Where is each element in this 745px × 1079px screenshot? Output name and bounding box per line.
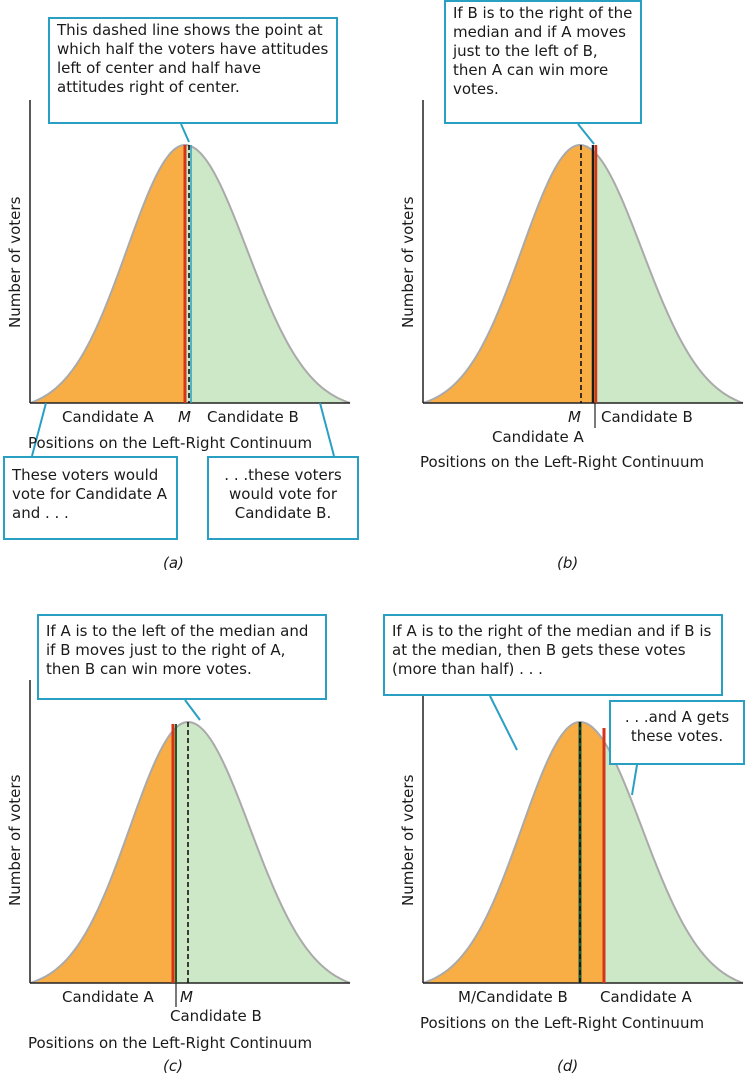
panel-a-callout-median: This dashed line shows the point at whic… — [48, 17, 338, 124]
panel-b-x-axis-label: Positions on the Left-Right Continuum — [420, 453, 705, 471]
panel-d-y-axis-label: Number of voters — [399, 774, 417, 906]
panel-a-x-axis-label: Positions on the Left-Right Continuum — [28, 434, 313, 452]
panel-a-callout-right: . . .these voters would vote for Candida… — [207, 456, 359, 540]
panel-b-left-area — [423, 145, 596, 403]
panel-d-callout-candidate-a: . . .and A gets these votes. — [609, 700, 745, 765]
panel-d-plot — [422, 680, 744, 984]
panel-b-median-label: M — [568, 408, 581, 426]
panel-c-median-label: M — [180, 988, 193, 1006]
panel-a-callout-left: These voters would vote for Candidate A … — [3, 456, 178, 540]
panel-a-left-area — [30, 145, 185, 403]
panel-b-tag: (b) — [557, 554, 579, 572]
panel-a-candidate-b-label: Candidate B — [207, 408, 299, 426]
panel-b-right-area — [596, 153, 743, 403]
panel-b-y-axis-label: Number of voters — [399, 196, 417, 328]
panel-c-callout-median: If A is to the left of the median and if… — [37, 614, 327, 700]
panel-a-plot — [29, 100, 351, 457]
panel-b-callout-median: If B is to the right of the median and i… — [444, 0, 642, 124]
panel-b-candidate-b-label: Candidate B — [601, 408, 693, 426]
panel-a-candidate-a-label: Candidate A — [62, 408, 154, 426]
panel-b-pointer-top — [577, 123, 595, 145]
panel-b-candidate-a-label: Candidate A — [492, 428, 584, 446]
panel-a-y-axis-label: Number of voters — [6, 196, 24, 328]
panel-c-y-axis-label: Number of voters — [6, 774, 24, 906]
panel-c-candidate-b-label: Candidate B — [170, 1007, 262, 1025]
panel-d-candidate-b-label: M/Candidate B — [458, 988, 568, 1006]
panel-a-curve — [29, 144, 351, 404]
panel-d-tag: (d) — [557, 1057, 579, 1075]
panel-c-pointer-top — [184, 699, 201, 721]
panel-a-right-area — [185, 145, 350, 403]
panel-c-x-axis-label: Positions on the Left-Right Continuum — [28, 1034, 313, 1052]
panel-c-candidate-a-label: Candidate A — [62, 988, 154, 1006]
panel-c-curve — [29, 720, 351, 984]
panel-c-plot — [29, 680, 351, 1007]
panel-a-pointer-right — [319, 402, 335, 457]
panel-a-pointer-left — [31, 402, 47, 457]
panel-b-curve — [422, 144, 744, 404]
panel-d-pointer-right — [631, 764, 638, 796]
panel-d-x-axis-label: Positions on the Left-Right Continuum — [420, 1014, 705, 1032]
panel-b-plot — [422, 100, 744, 428]
panel-c-left-area — [30, 727, 176, 983]
panel-a-pointer-top — [180, 123, 190, 143]
panel-d-candidate-a-label: Candidate A — [600, 988, 692, 1006]
panel-d-pointer-top — [489, 695, 518, 751]
panel-d-callout-median: If A is to the right of the median and i… — [383, 614, 723, 696]
panel-a-median-label: M — [178, 408, 191, 426]
panel-c-right-area — [176, 722, 350, 983]
panel-d-curve — [422, 721, 744, 984]
panel-a-tag: (a) — [163, 554, 184, 572]
panel-d-right-area — [604, 741, 743, 983]
panel-c-tag: (c) — [163, 1057, 183, 1075]
